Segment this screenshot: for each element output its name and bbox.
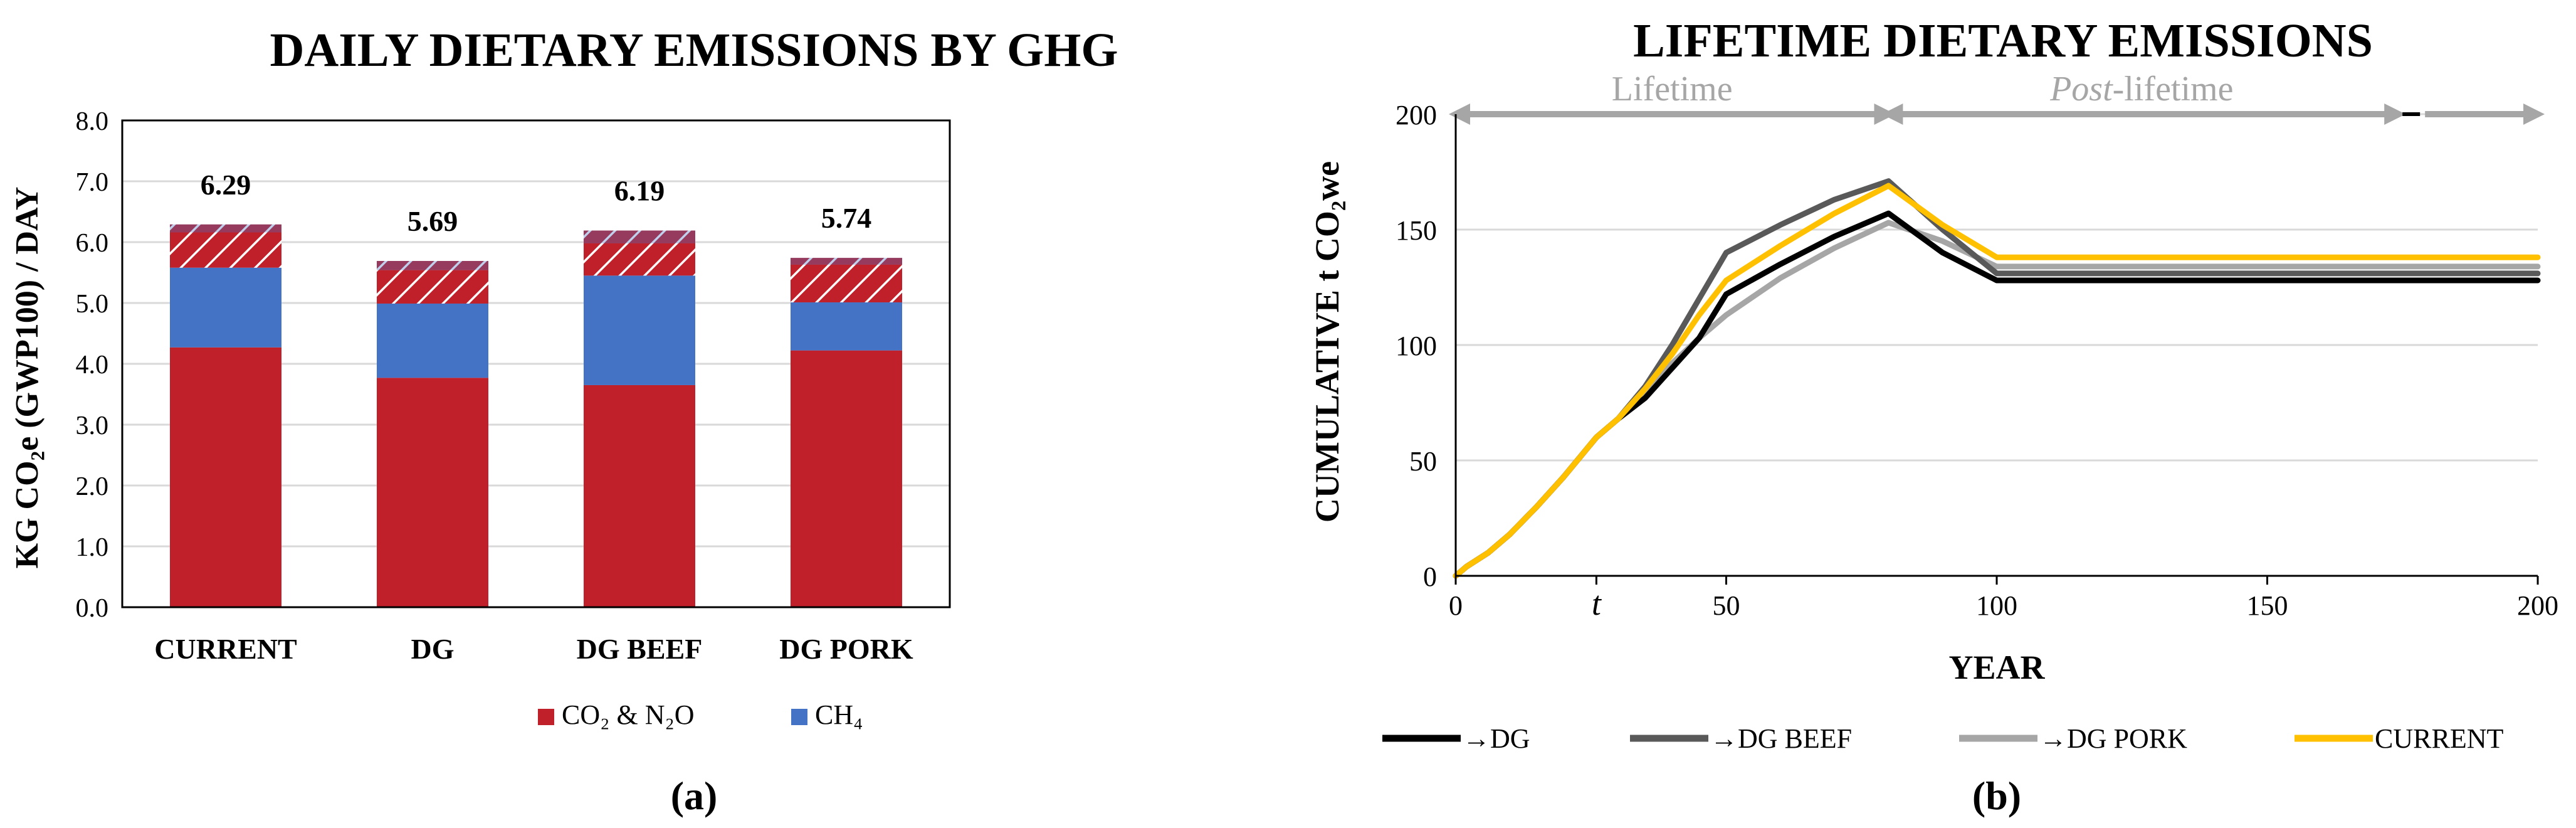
series-line	[1453, 178, 2541, 579]
chart-b-y-tick-labels: 0 50 100 150 200	[1396, 100, 1437, 592]
y-tick-label: 4.0	[76, 351, 109, 380]
annotation-lifetime: Lifetime	[1612, 70, 1733, 109]
chart-b-y-axis-label: CUMULATIVE t CO₂we	[1308, 161, 1346, 523]
bar-segment	[791, 350, 902, 607]
bar-segment	[377, 303, 488, 378]
bar-total-label: 6.29	[201, 169, 251, 201]
y-tick-label: 0	[1423, 561, 1437, 592]
chart-a-plot-frame	[121, 119, 951, 608]
legend-swatch-co2-n2o	[538, 709, 554, 725]
chart-b-x-axis-label: YEAR	[1948, 649, 2045, 686]
line-chart-lifetime-emissions: LIFETIME DIETARY EMISSIONS Lifetime Post…	[1308, 14, 2558, 818]
legend-label-ch4: CH₄	[815, 699, 863, 730]
x-tick-label: CURRENT	[154, 633, 297, 665]
x-tick-label: 50	[1713, 590, 1740, 621]
chart-b-gridlines	[1456, 113, 2538, 462]
y-tick-label: 8.0	[76, 107, 109, 136]
bar-segment	[170, 232, 281, 268]
legend-label: →DG	[1463, 723, 1530, 754]
x-tick-label: 0	[1449, 590, 1463, 621]
bar-chart-daily-emissions: DAILY DIETARY EMISSIONS BY GHG 0.0 1.0 2.0…	[9, 24, 1118, 818]
panel-b-label: (b)	[1972, 773, 2021, 818]
bar-segment	[584, 385, 695, 607]
bar-total-label: 6.19	[614, 175, 665, 207]
legend-label-co2-n2o: CO₂ & N₂O	[562, 699, 695, 730]
legend-label: →DG BEEF	[1710, 723, 1852, 754]
y-tick-label: 150	[1396, 215, 1437, 246]
y-tick-label: 2.0	[76, 472, 109, 501]
y-tick-label: 50	[1409, 446, 1437, 477]
chart-a-title: DAILY DIETARY EMISSIONS BY GHG	[270, 24, 1118, 77]
legend-label: CURRENT	[2375, 723, 2503, 754]
series-line	[1453, 183, 2541, 579]
bar-segment	[170, 347, 281, 607]
bar-segment	[377, 270, 488, 304]
x-tick-label: t	[1592, 585, 1602, 622]
chart-b-series-lines	[1453, 178, 2541, 579]
x-tick-label: DG BEEF	[577, 633, 703, 665]
legend-swatch-ch4	[791, 709, 807, 725]
bar-segment	[584, 275, 695, 385]
y-tick-label: 200	[1396, 100, 1437, 130]
x-tick-label: DG PORK	[779, 633, 913, 665]
panel-a-label: (a)	[671, 773, 718, 818]
chart-a-x-tick-labels: CURRENT DG DG BEEF DG PORK	[154, 633, 913, 665]
legend-label: →DG PORK	[2039, 723, 2187, 754]
chart-b-x-tick-labels: 0 t 50 100 150 200	[1449, 585, 2558, 622]
bar-segment-hatch	[377, 261, 488, 270]
bar-segment	[584, 243, 695, 276]
y-tick-label: 100	[1396, 331, 1437, 361]
annotation-post-rest: -lifetime	[2113, 70, 2234, 109]
chart-b-title: LIFETIME DIETARY EMISSIONS	[1633, 14, 2373, 67]
x-tick-label: 150	[2247, 590, 2288, 621]
y-tick-label: 3.0	[76, 411, 109, 440]
y-tick-label: 1.0	[76, 533, 109, 562]
chart-a-bars	[170, 224, 902, 607]
x-tick-label: 100	[1976, 590, 2017, 621]
chart-b-legend: →DG →DG BEEF →DG PORK CURRENT	[1382, 723, 2503, 754]
chart-a-y-tick-labels: 0.0 1.0 2.0 3.0 4.0 5.0 6.0 7.0 8.0	[76, 107, 109, 623]
bar-total-label: 5.69	[407, 205, 458, 237]
x-tick-label: DG	[411, 633, 455, 665]
bar-segment	[791, 302, 902, 351]
y-tick-label: 7.0	[76, 168, 109, 197]
x-tick-label: 200	[2517, 590, 2558, 621]
chart-a-total-labels: 6.29 5.69 6.19 5.74	[201, 169, 872, 237]
bar-segment	[170, 267, 281, 348]
y-tick-label: 0.0	[76, 594, 109, 623]
bar-segment-hatch	[584, 230, 695, 243]
bar-segment-hatch	[791, 258, 902, 265]
y-tick-label: 6.0	[76, 229, 109, 258]
chart-a-legend: CO₂ & N₂O CH₄	[538, 699, 863, 730]
annotation-post-italic: Post	[2049, 70, 2113, 109]
bar-segment	[377, 378, 488, 607]
bar-total-label: 5.74	[821, 202, 872, 234]
bar-segment-hatch	[170, 224, 281, 233]
y-tick-label: 5.0	[76, 290, 109, 319]
chart-b-axes	[1454, 114, 2539, 585]
annotation-post-lifetime: Post-lifetime	[2049, 70, 2233, 109]
chart-a-y-axis-label: KG CO₂e (GWP100) / DAY	[9, 187, 45, 569]
bar-segment	[791, 264, 902, 303]
